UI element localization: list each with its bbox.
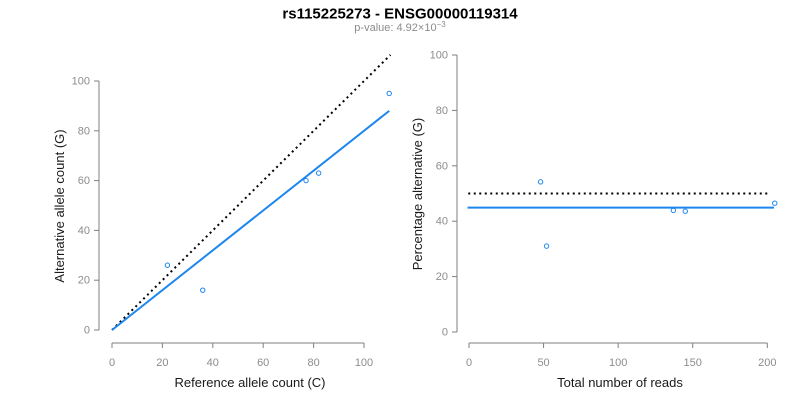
x-tick-label: 20	[156, 357, 168, 369]
x-tick-label: 200	[758, 357, 776, 369]
data-point	[315, 170, 322, 176]
data-point	[543, 243, 550, 249]
x-tick-label: 150	[684, 357, 702, 369]
y-tick-label: 40	[436, 216, 448, 228]
data-point	[303, 177, 309, 184]
x-tick-label: 50	[537, 357, 549, 369]
data-point	[682, 208, 688, 214]
left-plot-area: 0 20 40 60 80 100 0 20 40 60 80 100	[72, 54, 392, 369]
x-tick-label: 0	[109, 357, 115, 369]
data-point	[670, 207, 677, 214]
x-tick-label: 60	[257, 357, 269, 369]
y-axis-title-left: Alternative allele count (G)	[52, 129, 67, 282]
x-tick-label: 80	[307, 357, 319, 369]
x-tick-label: 100	[609, 357, 627, 369]
y-tick-label: 80	[78, 125, 90, 137]
y-tick-label: 40	[78, 225, 90, 237]
data-point	[164, 262, 171, 268]
data-point	[772, 200, 778, 206]
y-tick-label: 20	[78, 275, 90, 287]
y-tick-label: 100	[430, 50, 448, 62]
x-axis-title-left: Reference allele count (C)	[174, 375, 325, 390]
data-point	[537, 179, 544, 185]
right-plot-area: 0 20 40 60 80 100 0 50 100 150 200	[430, 50, 778, 369]
right-panel: Total number of reads Percentage alterna…	[410, 50, 778, 390]
figure-subtitle: p-value: 4.92×10−3	[354, 20, 446, 34]
y-tick-label: 20	[436, 271, 448, 283]
y-axis-title-right: Percentage alternative (G)	[410, 118, 425, 270]
y-tick-label: 60	[436, 160, 448, 172]
y-tick-label: 80	[436, 105, 448, 117]
left-panel: Reference allele count (C) Alternative a…	[52, 54, 392, 390]
x-tick-label: 0	[466, 357, 472, 369]
x-tick-label: 100	[355, 357, 373, 369]
subtitle-exponent: −3	[437, 20, 447, 29]
data-point	[386, 90, 392, 97]
x-tick-label: 40	[207, 357, 219, 369]
fit-line	[111, 110, 390, 331]
x-axis-title-right: Total number of reads	[557, 375, 683, 390]
y-tick-label: 100	[72, 76, 90, 88]
y-tick-label: 60	[78, 175, 90, 187]
subtitle-text: p-value: 4.92×10	[354, 22, 436, 34]
identity-line	[111, 54, 392, 331]
y-tick-label: 0	[84, 325, 90, 337]
y-tick-label: 0	[442, 327, 448, 339]
figure-title: rs115225273 - ENSG00000119314	[282, 6, 518, 23]
data-point	[200, 287, 206, 293]
